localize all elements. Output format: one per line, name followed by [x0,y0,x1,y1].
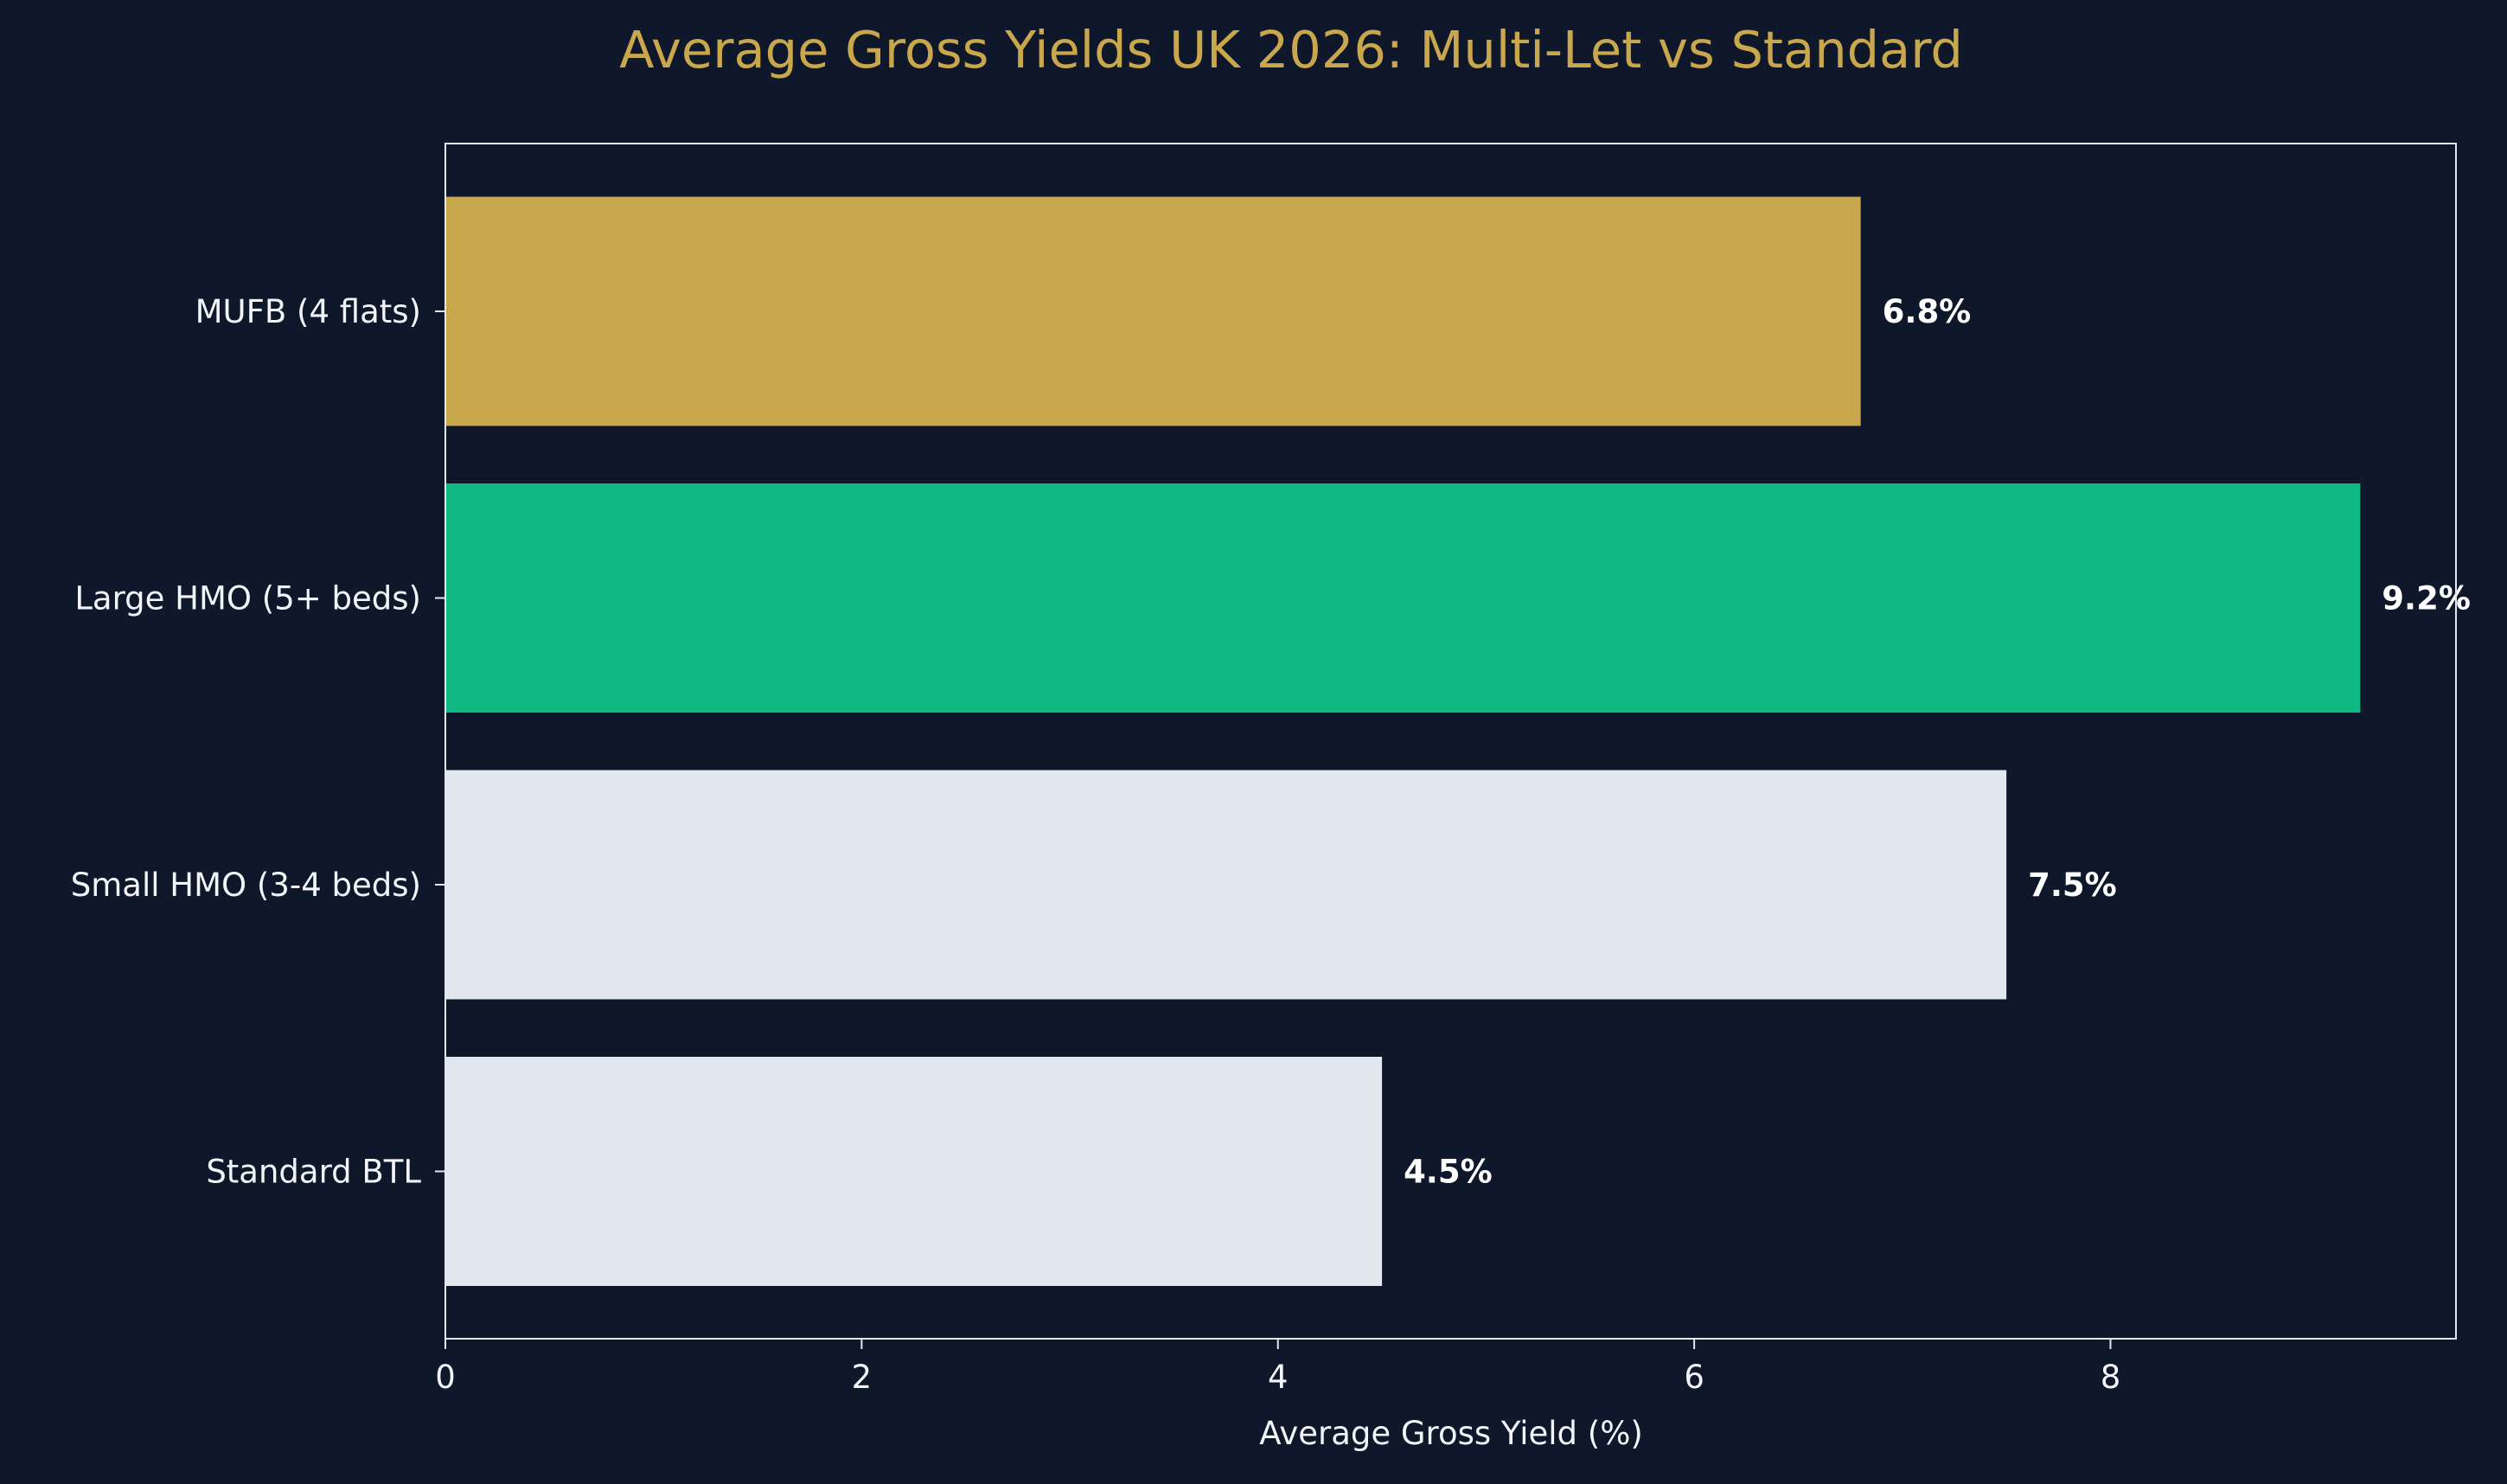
plot-frame [444,143,2457,1340]
x-tick-label-4: 8 [2101,1359,2121,1396]
data-label-2: 7.5% [2028,867,2117,904]
y-axis: MUFB (4 flats) Large HMO (5+ beds) Small H… [71,293,445,1191]
y-tick-label-2: Small HMO (3-4 beds) [71,867,421,904]
x-tick-label-0: 0 [435,1359,456,1396]
data-labels-layer: 6.8% 9.2% 7.5% 4.5% [1404,293,2471,1191]
x-tick-label-3: 6 [1684,1359,1704,1396]
bar-1 [445,483,2361,713]
data-label-3: 4.5% [1404,1154,1493,1191]
bar-3 [445,1057,1383,1286]
x-axis: 0 2 4 6 8 [435,1339,2120,1396]
bar-0 [445,196,1861,426]
y-tick-label-0: MUFB (4 flats) [195,293,421,330]
y-tick-label-1: Large HMO (5+ beds) [74,580,421,617]
x-tick-label-2: 4 [1268,1359,1289,1396]
data-label-0: 6.8% [1883,293,1972,330]
x-axis-label: Average Gross Yield (%) [1259,1415,1643,1452]
chart-title: Average Gross Yields UK 2026: Multi-Let … [619,20,1963,80]
y-tick-label-3: Standard BTL [206,1154,421,1191]
x-tick-label-1: 2 [852,1359,873,1396]
data-label-1: 9.2% [2382,580,2471,617]
bar-2 [445,770,2007,1000]
bars-layer [445,196,2361,1286]
